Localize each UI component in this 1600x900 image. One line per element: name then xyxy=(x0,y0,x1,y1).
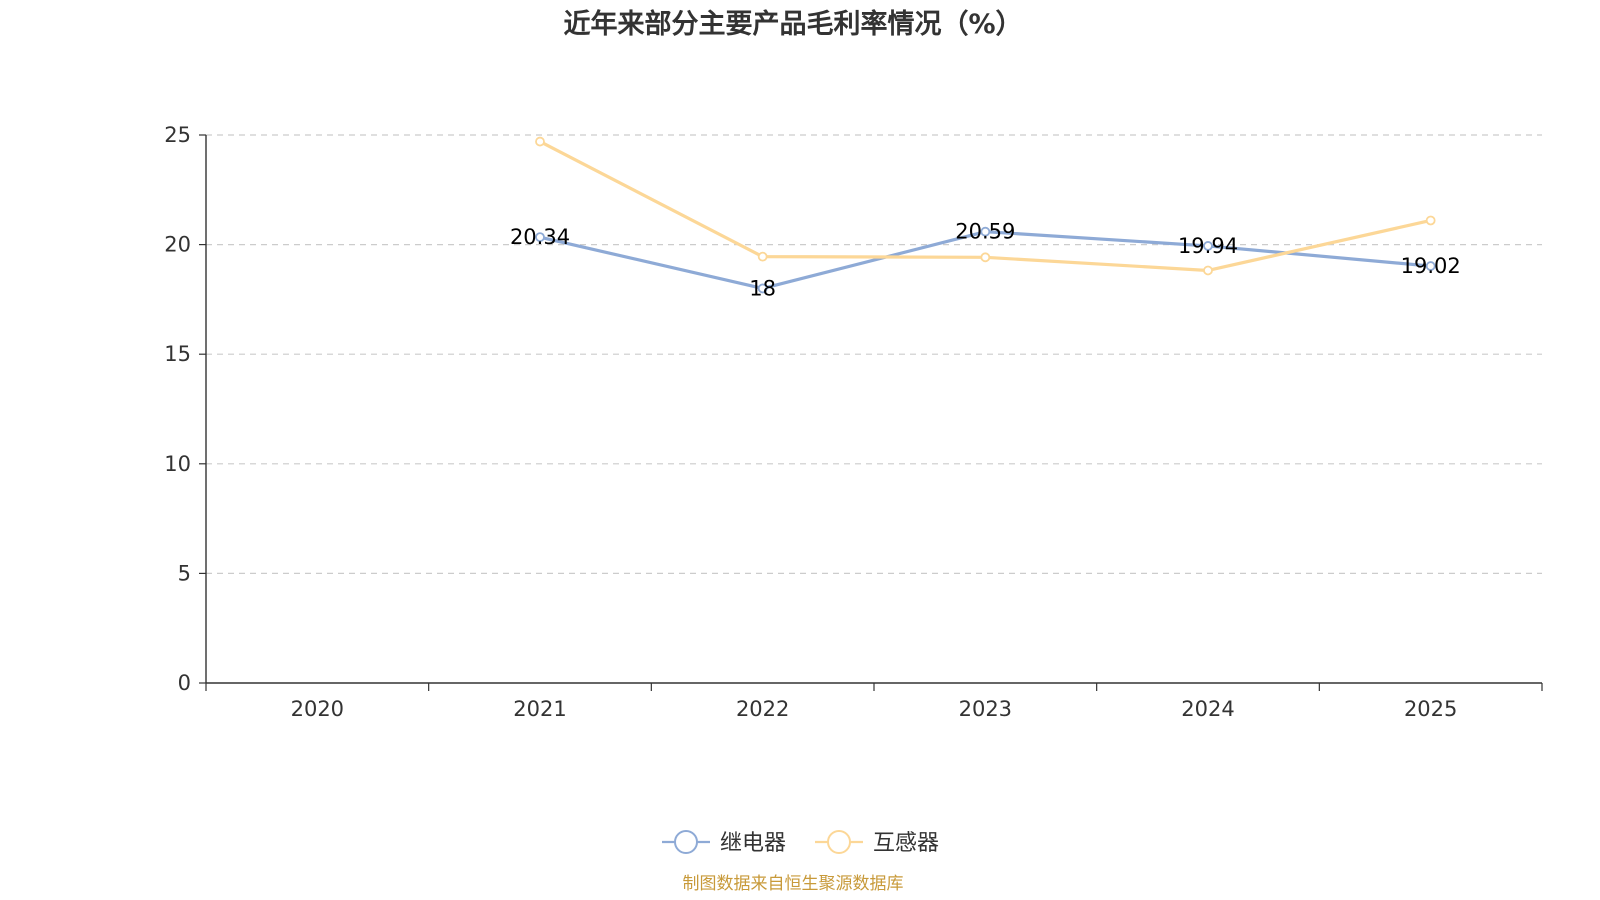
data-point-互感器-2024[interactable] xyxy=(1203,265,1213,276)
data-point-互感器-2023[interactable] xyxy=(980,252,991,263)
legend[interactable]: 继电器 互感器 xyxy=(662,830,939,856)
x-tick-label-2022: 2022 xyxy=(736,697,789,721)
data-point-继电器-2025[interactable] xyxy=(1425,261,1436,271)
x-tick-label-2024: 2024 xyxy=(1181,697,1234,721)
x-tick-label-2020: 2020 xyxy=(291,697,344,721)
x-tick-label-2023: 2023 xyxy=(959,697,1012,721)
x-tick-label-2025: 2025 xyxy=(1404,697,1457,721)
data-point-继电器-2022[interactable] xyxy=(757,283,768,294)
data-point-继电器-2021[interactable] xyxy=(535,232,545,243)
x-tick-label-2021: 2021 xyxy=(513,697,566,721)
legend-item-互感器[interactable]: 互感器 xyxy=(815,830,939,856)
legend-item-继电器[interactable]: 继电器 xyxy=(662,830,786,856)
y-tick-label-3: 15 xyxy=(164,342,191,366)
data-label-继电器-2022: 18 xyxy=(749,276,776,300)
y-tick-label-5: 25 xyxy=(164,123,191,147)
data-label-继电器-2025: 19.02 xyxy=(1401,254,1461,278)
data-point-继电器-2023[interactable] xyxy=(980,226,991,237)
y-tick-label-4: 20 xyxy=(164,233,191,257)
y-tick-label-1: 5 xyxy=(178,561,191,585)
data-point-互感器-2021[interactable] xyxy=(535,136,545,147)
legend-label-继电器: 继电器 xyxy=(720,831,786,856)
data-point-继电器-2024[interactable] xyxy=(1203,241,1213,251)
legend-marker-继电器 xyxy=(674,830,698,854)
data-label-继电器-2023: 20.59 xyxy=(955,220,1015,244)
series-lines xyxy=(535,136,1436,294)
series-line-互感器 xyxy=(539,140,1432,273)
y-tick-label-0: 0 xyxy=(178,671,191,695)
data-label-继电器-2021: 20.34 xyxy=(510,225,570,249)
source-note: 制图数据来自恒生聚源数据库 xyxy=(683,874,904,894)
grid-lines xyxy=(206,134,1542,575)
legend-marker-互感器 xyxy=(827,830,851,854)
data-labels: 20.34 18 20.59 19.94 19.02 xyxy=(510,220,1461,301)
y-tick-label-2: 10 xyxy=(164,452,191,476)
chart-title: 近年来部分主要产品毛利率情况（%） xyxy=(563,8,1022,40)
data-point-互感器-2025[interactable] xyxy=(1425,215,1436,226)
legend-label-互感器: 互感器 xyxy=(873,831,939,856)
data-point-互感器-2022[interactable] xyxy=(757,251,768,262)
data-label-继电器-2024: 19.94 xyxy=(1178,234,1238,258)
